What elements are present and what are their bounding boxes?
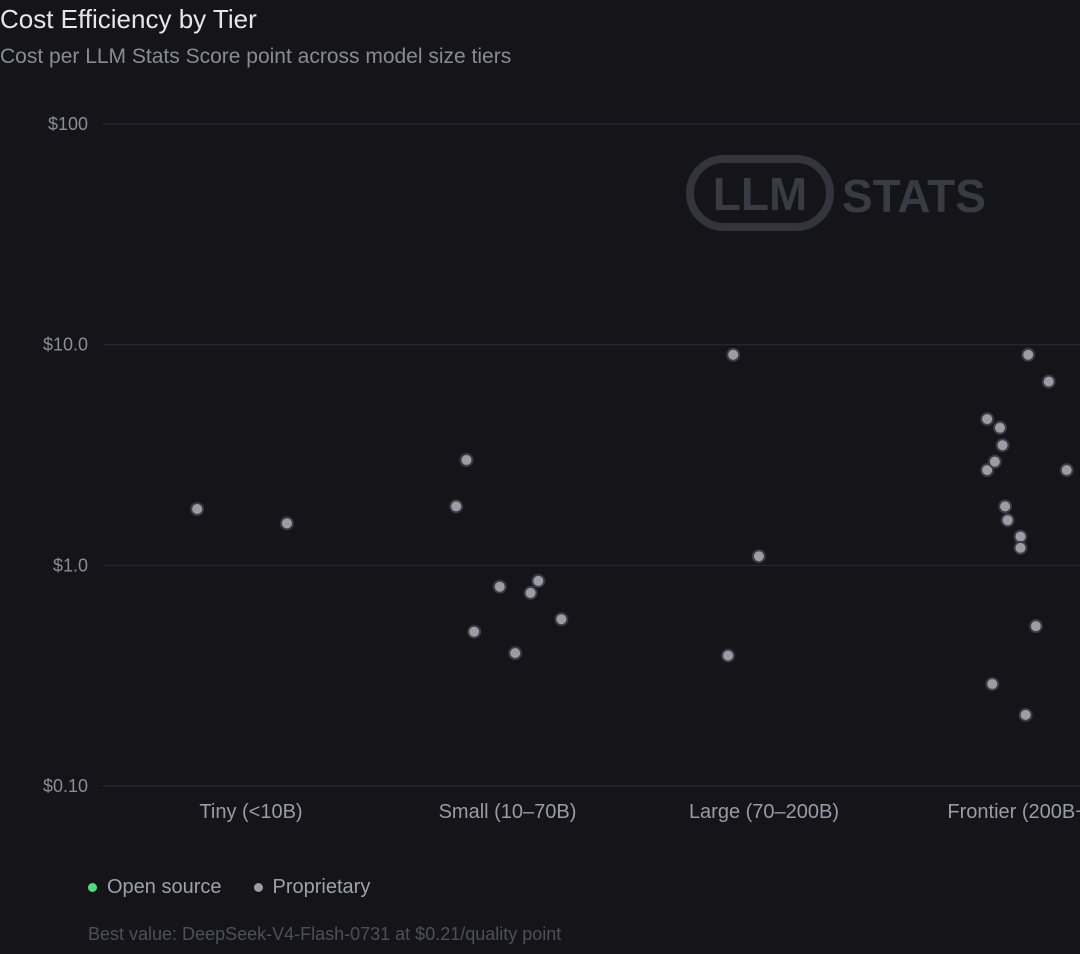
data-point-proprietary[interactable] xyxy=(554,612,569,627)
data-point-proprietary[interactable] xyxy=(1013,540,1028,555)
chart-subtitle: Cost per LLM Stats Score point across mo… xyxy=(0,45,512,68)
data-point-proprietary[interactable] xyxy=(508,646,523,661)
x-category-label: Small (10–70B) xyxy=(439,801,577,823)
data-point-proprietary[interactable] xyxy=(980,463,995,478)
data-point-proprietary[interactable] xyxy=(1013,529,1028,544)
x-category-label: Frontier (200B+) xyxy=(947,801,1080,823)
data-point-proprietary[interactable] xyxy=(987,454,1002,469)
data-point-proprietary[interactable] xyxy=(1021,347,1036,362)
data-point-proprietary[interactable] xyxy=(459,453,474,468)
data-point-proprietary[interactable] xyxy=(980,412,995,427)
data-point-proprietary[interactable] xyxy=(985,676,1000,691)
data-point-proprietary[interactable] xyxy=(995,438,1010,453)
data-point-proprietary[interactable] xyxy=(1041,374,1056,389)
data-point-proprietary[interactable] xyxy=(998,499,1013,514)
data-point-proprietary[interactable] xyxy=(1018,707,1033,722)
legend-item-proprietary[interactable]: Proprietary xyxy=(253,876,371,899)
x-category-label: Tiny (<10B) xyxy=(199,801,302,823)
data-points xyxy=(190,347,1074,722)
data-point-proprietary[interactable] xyxy=(467,624,482,639)
y-tick-label: $1.0 xyxy=(53,555,88,575)
watermark-text: STATS xyxy=(842,170,986,222)
data-point-proprietary[interactable] xyxy=(279,516,294,531)
data-point-proprietary[interactable] xyxy=(531,573,546,588)
data-point-proprietary[interactable] xyxy=(1000,513,1015,528)
legend-dot-open-source xyxy=(88,883,97,892)
scatter-plot: LLM STATS $100 $10.0 $1.0 $0.10 Tiny (<10B)… xyxy=(43,114,1080,823)
x-axis-categories: Tiny (<10B) Small (10–70B) Large (70–200B)… xyxy=(199,801,1080,823)
x-category-label: Large (70–200B) xyxy=(689,801,839,823)
legend: Open source Proprietary xyxy=(88,876,370,899)
data-point-proprietary[interactable] xyxy=(721,648,736,663)
y-tick-label: $10.0 xyxy=(43,335,88,355)
watermark-pill-text: LLM xyxy=(713,168,808,220)
data-point-proprietary[interactable] xyxy=(492,579,507,594)
y-tick-label: $100 xyxy=(48,114,88,134)
data-point-proprietary[interactable] xyxy=(992,420,1007,435)
data-point-proprietary[interactable] xyxy=(726,347,741,362)
data-point-proprietary[interactable] xyxy=(1059,463,1074,478)
legend-item-open-source[interactable]: Open source xyxy=(88,876,222,899)
watermark-pill xyxy=(686,155,834,231)
chart-title: Cost Efficiency by Tier xyxy=(0,4,257,34)
best-value-footnote: Best value: DeepSeek-V4-Flash-0731 at $0… xyxy=(88,924,562,944)
llm-stats-watermark: LLM STATS xyxy=(686,155,986,231)
y-gridlines xyxy=(103,123,1080,787)
data-point-proprietary[interactable] xyxy=(751,549,766,564)
legend-label-proprietary: Proprietary xyxy=(272,876,371,898)
y-tick-label: $0.10 xyxy=(43,776,88,796)
data-point-proprietary[interactable] xyxy=(190,502,205,517)
legend-dot-proprietary xyxy=(253,883,263,892)
data-point-proprietary[interactable] xyxy=(1028,619,1043,634)
legend-label-open-source: Open source xyxy=(107,876,222,898)
data-point-proprietary[interactable] xyxy=(449,499,464,514)
y-axis-ticks: $100 $10.0 $1.0 $0.10 xyxy=(43,114,88,796)
data-point-proprietary[interactable] xyxy=(523,585,538,600)
